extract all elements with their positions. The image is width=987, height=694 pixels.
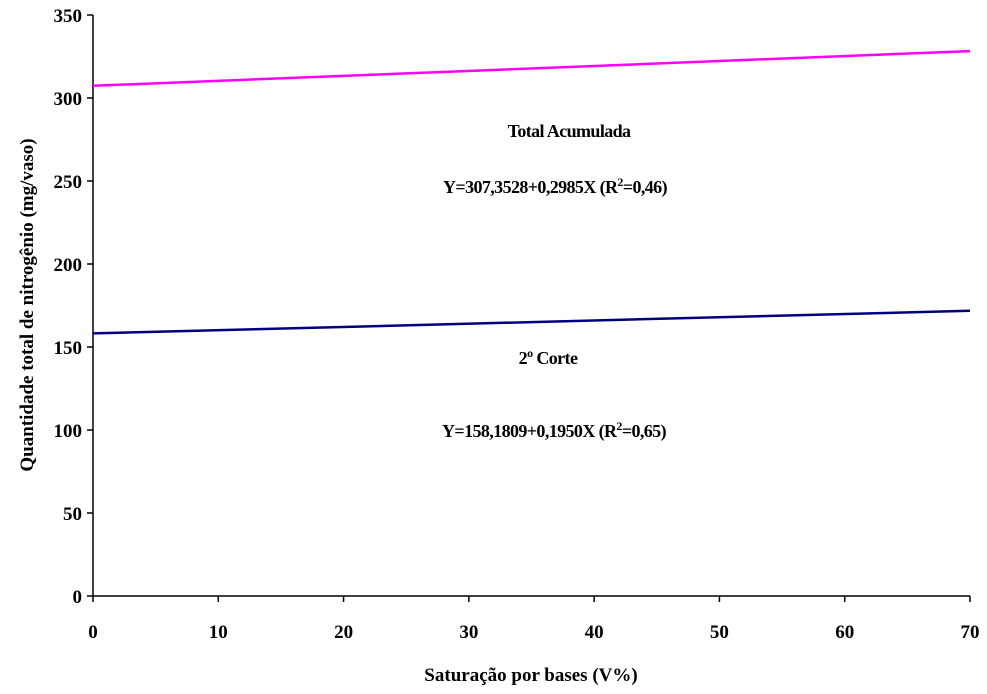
annotation-text: Y=307,3528+0,2985X (R [443,177,619,198]
annotation: Y=158,1809+0,1950X (R2=0,65) [442,419,667,442]
superscript: o [527,346,533,360]
y-tick-label: 250 [54,172,83,193]
y-tick-label: 50 [63,504,82,525]
y-axis-title: Quantidade total de nitrogênio (mg/vaso) [17,138,38,471]
annotation-text: =0,65) [622,421,667,442]
annotation-text: 2 [519,348,528,368]
annotation-text: Total Acumulada [508,121,631,141]
y-tick-label: 0 [73,587,83,608]
annotation-text: =0,46) [623,177,668,198]
x-tick-label: 20 [334,622,353,643]
y-tick-label: 200 [54,255,83,276]
y-tick-label: 300 [54,89,83,110]
y-tick-label: 350 [54,6,83,27]
y-tick-label: 100 [54,421,83,442]
annotation: Total Acumulada [508,121,631,141]
x-tick-label: 60 [835,622,854,643]
annotation-text: Corte [532,348,577,368]
y-tick-label: 150 [54,338,83,359]
trend-line [92,49,971,88]
x-tick-label: 30 [459,622,478,643]
x-tick-label: 40 [585,622,604,643]
trend-line [92,309,971,335]
x-tick-label: 50 [710,622,729,643]
superscript: 2 [617,175,623,189]
x-axis-title: Saturação por bases (V%) [424,665,637,686]
annotation-text: Y=158,1809+0,1950X (R [442,421,618,442]
x-tick-label: 10 [209,622,228,643]
annotation: 2o Corte [519,346,578,368]
annotation: Y=307,3528+0,2985X (R2=0,46) [443,175,668,198]
x-tick-label: 70 [961,622,980,643]
superscript: 2 [616,419,622,433]
x-tick-label: 0 [88,622,98,643]
